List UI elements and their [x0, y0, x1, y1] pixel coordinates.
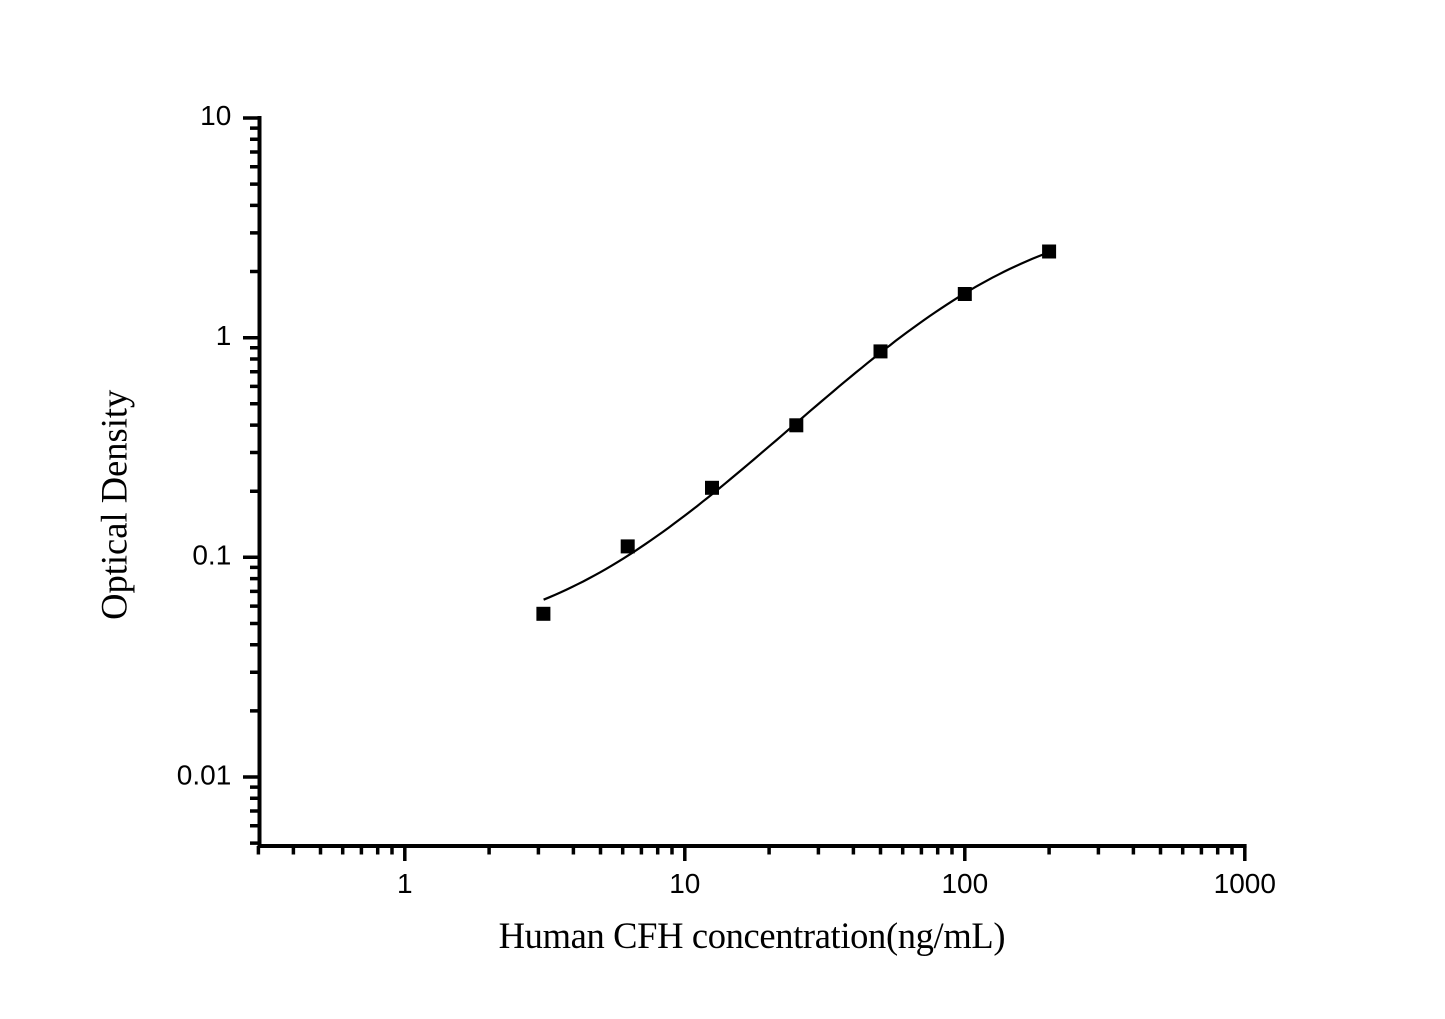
svg-text:Optical Density: Optical Density — [93, 389, 134, 620]
svg-text:1000: 1000 — [1214, 868, 1276, 899]
svg-text:0.01: 0.01 — [177, 759, 232, 790]
svg-text:1: 1 — [216, 320, 232, 351]
svg-text:10: 10 — [200, 100, 231, 131]
svg-text:0.1: 0.1 — [192, 540, 231, 571]
svg-text:Human CFH concentration(ng/mL): Human CFH concentration(ng/mL) — [499, 915, 1005, 956]
svg-text:1: 1 — [397, 868, 413, 899]
svg-text:100: 100 — [941, 868, 988, 899]
svg-text:10: 10 — [669, 868, 700, 899]
